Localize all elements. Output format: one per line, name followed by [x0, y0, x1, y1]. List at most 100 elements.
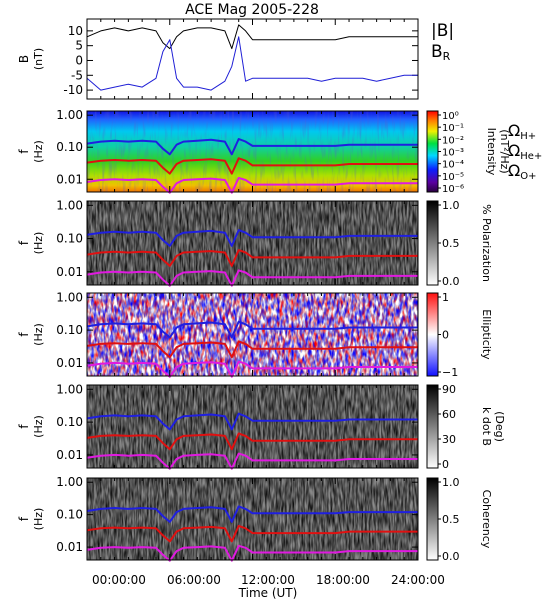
- y-axis-label: (Hz): [32, 232, 45, 255]
- y-tick-label: 1.00: [56, 382, 83, 396]
- colorbar-tick-label: 1: [442, 291, 449, 304]
- colorbar-label: Ellipticity: [480, 309, 493, 360]
- y-axis-label: B: [17, 55, 31, 63]
- colorbar-label: Intensity: [485, 128, 498, 176]
- colorbar-tick-label: 0: [442, 329, 449, 342]
- series-line-b-total: [86, 24, 418, 50]
- gyrofrequency-h-plus: [86, 229, 418, 247]
- y-tick-label: 1.00: [56, 475, 83, 489]
- gyrofrequency-o-plus: [86, 544, 418, 562]
- y-axis-label: f: [17, 149, 31, 154]
- gyrofrequency-o-plus: [86, 176, 418, 194]
- y-tick-label: 1.00: [56, 108, 83, 122]
- colorbar-tick-label: 10⁻³: [442, 148, 464, 159]
- colorbar-label: % Polarization: [480, 204, 493, 282]
- x-axis: 00:00:00 06:00:00 12:00:00 18:00:00 24:0…: [92, 573, 445, 600]
- chart-title: ACE Mag 2005-228: [185, 2, 319, 18]
- colorbar-tick-label: 10⁰: [442, 111, 459, 122]
- gyrofrequency-o-plus: [86, 452, 418, 470]
- colorbar-tick-label: 60: [442, 408, 456, 421]
- gyrofrequency-h-plus: [86, 138, 418, 156]
- legend-b-r: BR: [431, 42, 451, 63]
- panel-k-dot-b: 1.00 0.10 0.01 f (Hz) 90 60 30 0 k dot B (Deg): [17, 382, 506, 471]
- x-axis-label: Time (UT): [238, 586, 298, 600]
- x-tick-label: 06:00:00: [167, 573, 221, 587]
- colorbar-tick-label: 10⁻⁴: [442, 160, 464, 171]
- y-tick-label: -5: [71, 68, 83, 82]
- x-tick-label: 00:00:00: [92, 573, 146, 587]
- legend-subscript: H+: [520, 131, 536, 142]
- gyrofrequency-he-plus: [86, 340, 418, 359]
- colorbar-tick-label: 10⁻⁶: [442, 184, 464, 195]
- colorbar-tick-label: 10⁻¹: [442, 123, 464, 134]
- x-tick-label: 24:00:00: [391, 573, 445, 587]
- y-tick-label: 0.10: [56, 323, 83, 337]
- y-tick-label: 1.00: [56, 198, 83, 212]
- gyrofrequency-he-plus: [86, 432, 418, 451]
- gyrofrequency-h-plus: [86, 505, 418, 523]
- legend-subscript: R: [443, 50, 451, 63]
- y-tick-label: 0.10: [56, 415, 83, 429]
- colorbar-tick-label: 0: [442, 458, 449, 471]
- colorbar-tick-label: 30: [442, 433, 456, 446]
- colorbar-label: (nT²/Hz): [498, 129, 511, 173]
- legend-subscript: He+: [520, 151, 542, 162]
- y-tick-label: 0.10: [56, 508, 83, 522]
- x-tick-label: 12:00:00: [241, 573, 295, 587]
- colorbar-tick-label: 1.0: [442, 476, 460, 489]
- legend-gyrofrequency: ΩHe+: [508, 141, 542, 162]
- y-tick-label: 0.01: [56, 540, 83, 554]
- y-tick-label: 0.01: [56, 448, 83, 462]
- y-axis-label: f: [17, 240, 31, 245]
- colorbar-tick-label: 0.5: [442, 513, 460, 526]
- gyrofrequency-he-plus: [86, 524, 418, 543]
- y-axis-label: (Hz): [32, 323, 45, 346]
- plot-frame: [86, 18, 419, 100]
- gyrofrequency-he-plus: [86, 157, 418, 175]
- panel-coherency: 1.00 0.10 0.01 f (Hz) 1.0 0.5 0.0 Coherency: [17, 475, 493, 563]
- colorbar-tick-label: 0.5: [442, 237, 460, 250]
- gyrofrequency-o-plus: [86, 269, 418, 287]
- y-tick-label: 0.01: [56, 356, 83, 370]
- gyrofrequency-h-plus: [86, 412, 418, 431]
- y-axis-label: (Hz): [32, 140, 45, 163]
- gyrofrequency-h-plus: [86, 320, 418, 339]
- y-axis-label: (Hz): [32, 415, 45, 438]
- legend-b-total: |B|: [431, 21, 454, 41]
- x-tick-label: 18:00:00: [316, 573, 370, 587]
- y-tick-label: 10: [68, 24, 83, 38]
- colorbar-tick-label: 0.0: [442, 550, 460, 563]
- colorbar: [426, 110, 439, 193]
- colorbar-tick-label: 10⁻²: [442, 135, 464, 146]
- y-axis-label: f: [17, 332, 31, 337]
- colorbar: [426, 477, 439, 561]
- y-tick-label: 0.01: [56, 265, 83, 279]
- legend-gyrofrequency: ΩH+: [508, 121, 536, 142]
- colorbar: [426, 292, 439, 377]
- y-tick-label: 0.10: [56, 140, 83, 154]
- colorbar-label: k dot B: [480, 407, 493, 446]
- colorbar: [426, 200, 439, 286]
- y-axis-label: f: [17, 516, 31, 521]
- panel-ellipticity: 1.00 0.10 0.01 f (Hz) 1 0 −1 Ellipticity: [17, 290, 493, 379]
- gyrofrequency-o-plus: [86, 360, 418, 378]
- y-tick-label: 5: [75, 39, 83, 53]
- legend-subscript: O+: [520, 171, 536, 182]
- colorbar: [426, 384, 439, 469]
- legend-gyrofrequency: ΩO+: [508, 161, 536, 182]
- y-tick-label: 0.01: [56, 172, 83, 186]
- colorbar-tick-label: 1.0: [442, 199, 460, 212]
- colorbar-tick-label: −1: [442, 366, 458, 379]
- gyrofrequency-he-plus: [86, 249, 418, 267]
- colorbar-label: (Deg): [493, 411, 506, 442]
- y-tick-label: 0: [75, 53, 83, 67]
- colorbar-label: Coherency: [480, 490, 493, 549]
- colorbar-tick-label: 10⁻⁵: [442, 172, 464, 183]
- colorbar-tick-label: 90: [442, 383, 456, 396]
- y-axis-label: f: [17, 424, 31, 429]
- y-tick-label: 1.00: [56, 290, 83, 304]
